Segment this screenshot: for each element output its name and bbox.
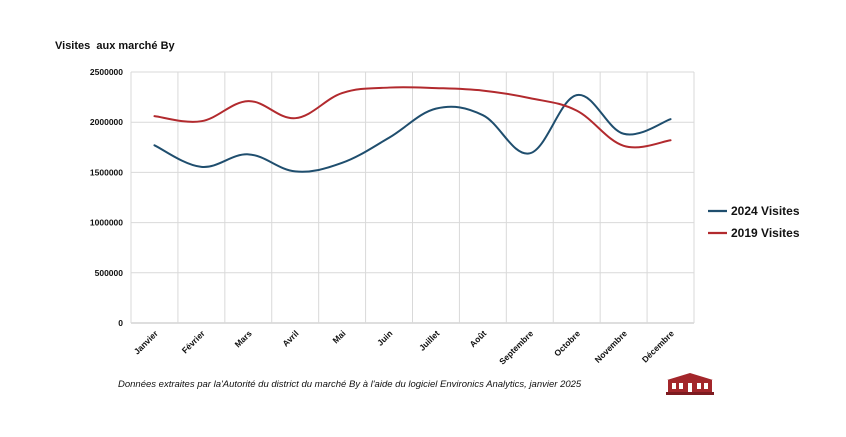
- x-tick-label: Juin: [375, 328, 394, 347]
- x-tick-label: Septembre: [497, 328, 535, 366]
- legend-label: 2024 Visites: [731, 204, 800, 218]
- x-tick-label: Octobre: [552, 328, 582, 358]
- x-tick-label: Juillet: [417, 328, 442, 353]
- x-axis: Janvier Février Mars Avril Mai Juin Juillet Aoû…: [132, 328, 676, 367]
- y-tick-label: 2500000: [90, 67, 123, 77]
- market-building-icon: [666, 373, 714, 395]
- legend: 2024 Visites 2019 Visites: [708, 204, 800, 240]
- legend-label: 2019 Visites: [731, 226, 800, 240]
- x-tick-label: Mars: [233, 328, 254, 349]
- grid: [130, 71, 695, 324]
- y-tick-label: 1500000: [90, 167, 123, 177]
- y-tick-label: 0: [118, 318, 123, 328]
- x-tick-label: Avril: [280, 328, 300, 348]
- y-axis: 0 500000 1000000 1500000 2000000 2500000: [90, 67, 123, 328]
- x-tick-label: Février: [180, 328, 208, 356]
- series-line-2019: [153, 86, 672, 149]
- series-line-2024: [153, 94, 672, 173]
- source-note: Données extraites par la'Autorité du dis…: [118, 379, 582, 390]
- x-tick-label: Mai: [330, 328, 347, 345]
- chart-title: Visites aux marché By: [55, 40, 175, 52]
- y-tick-label: 500000: [95, 268, 124, 278]
- x-tick-label: Août: [468, 328, 489, 349]
- x-tick-label: Décembre: [640, 328, 676, 364]
- x-tick-label: Janvier: [132, 328, 161, 357]
- series: [153, 86, 672, 173]
- x-tick-label: Novembre: [593, 328, 630, 365]
- y-tick-label: 2000000: [90, 117, 123, 127]
- y-tick-label: 1000000: [90, 218, 123, 228]
